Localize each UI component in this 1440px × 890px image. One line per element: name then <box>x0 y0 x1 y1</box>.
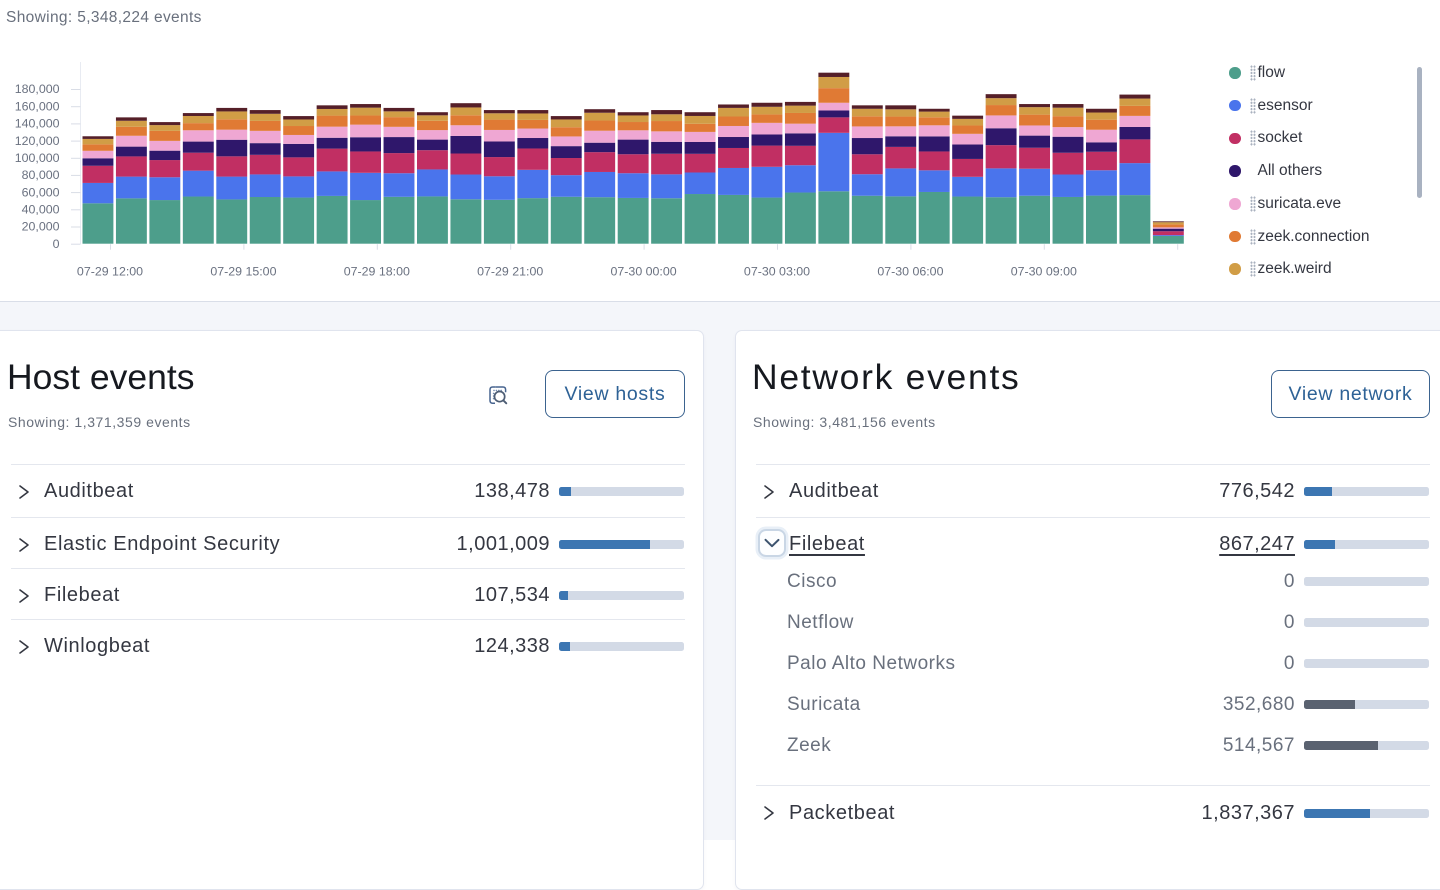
svg-text:180,000: 180,000 <box>15 82 60 96</box>
svg-text:60,000: 60,000 <box>22 185 60 199</box>
svg-text:07-30 03:00: 07-30 03:00 <box>744 265 810 279</box>
svg-text:140,000: 140,000 <box>15 117 60 131</box>
svg-text:07-30 00:00: 07-30 00:00 <box>611 265 677 279</box>
svg-text:100,000: 100,000 <box>15 151 60 165</box>
svg-text:07-29 18:00: 07-29 18:00 <box>344 265 410 279</box>
svg-text:07-29 21:00: 07-29 21:00 <box>477 265 543 279</box>
svg-text:0: 0 <box>53 237 60 251</box>
svg-text:07-29 15:00: 07-29 15:00 <box>210 265 276 279</box>
svg-text:40,000: 40,000 <box>22 203 60 217</box>
svg-text:07-29 12:00: 07-29 12:00 <box>77 265 143 279</box>
svg-text:120,000: 120,000 <box>15 134 60 148</box>
svg-text:07-30 06:00: 07-30 06:00 <box>877 265 943 279</box>
svg-text:07-30 09:00: 07-30 09:00 <box>1011 265 1077 279</box>
svg-text:20,000: 20,000 <box>22 220 60 234</box>
svg-text:160,000: 160,000 <box>15 99 60 113</box>
svg-text:80,000: 80,000 <box>22 168 60 182</box>
